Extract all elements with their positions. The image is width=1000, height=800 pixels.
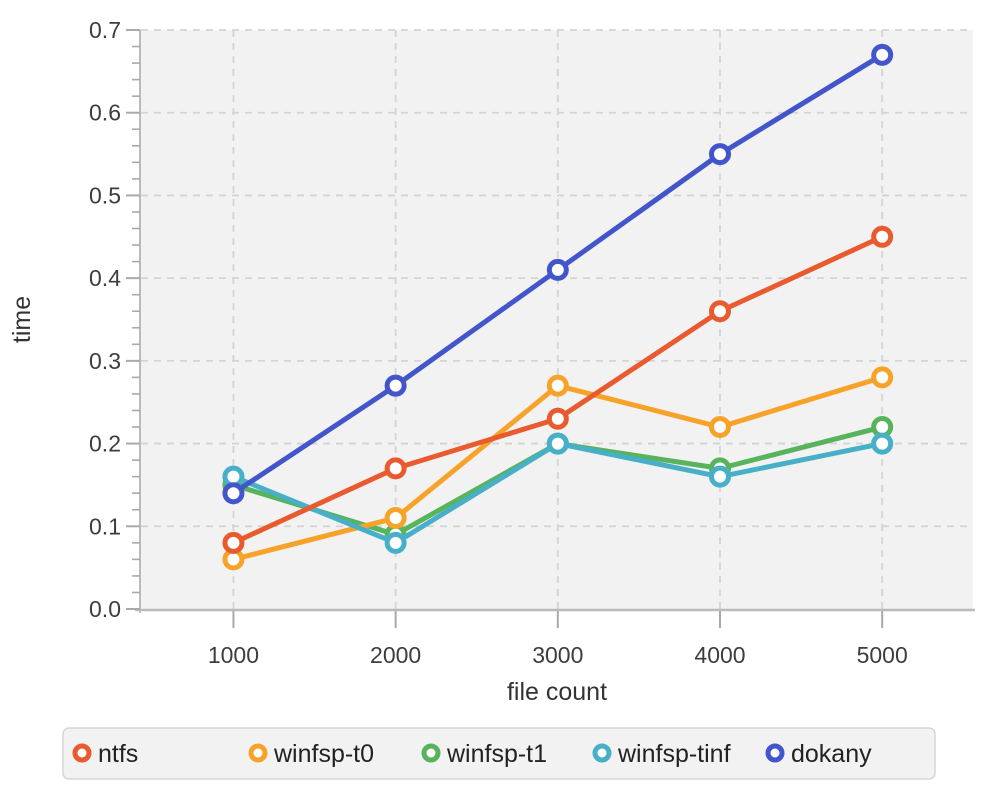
y-tick-label-0.1: 0.1 xyxy=(89,513,121,539)
y-tick-label-0.2: 0.2 xyxy=(89,431,121,457)
y-tick-label-0.6: 0.6 xyxy=(89,100,121,126)
legend-item-ntfs: ntfs xyxy=(72,740,138,768)
x-tick-label-3000: 3000 xyxy=(532,642,583,668)
x-tick-label-2000: 2000 xyxy=(370,642,421,668)
marker-winfsp-t0-4000 xyxy=(708,416,731,439)
marker-ntfs-1000 xyxy=(222,531,245,554)
legend-label-dokany: dokany xyxy=(791,740,872,768)
legend-label-winfsp-t1: winfsp-t1 xyxy=(446,740,547,768)
x-axis-title: file count xyxy=(507,678,607,706)
series-winfsp-tinf xyxy=(222,432,894,554)
marker-winfsp-t0-3000 xyxy=(546,374,569,397)
marker-dokany-2000 xyxy=(384,374,407,397)
legend-label-winfsp-tinf: winfsp-tinf xyxy=(617,740,731,768)
y-tick-label-0.3: 0.3 xyxy=(89,348,121,374)
marker-ntfs-5000 xyxy=(871,225,894,248)
y-tick-label-0.7: 0.7 xyxy=(89,17,121,43)
legend-box xyxy=(62,727,936,780)
marker-ntfs-4000 xyxy=(708,300,731,323)
marker-dokany-5000 xyxy=(871,43,894,66)
legend-label-winfsp-t0: winfsp-t0 xyxy=(273,740,374,768)
x-tick-label-5000: 5000 xyxy=(857,642,908,668)
legend-item-winfsp-tinf: winfsp-tinf xyxy=(592,740,731,768)
series-winfsp-t0 xyxy=(222,366,894,571)
marker-winfsp-t0-2000 xyxy=(384,507,407,530)
legend: ntfs winfsp-t0 winfsp-t1 winfsp-tinf dokany xyxy=(62,727,936,780)
marker-ntfs-3000 xyxy=(546,407,569,430)
series-ntfs xyxy=(222,225,894,554)
legend-marker-dokany xyxy=(765,743,785,763)
legend-item-winfsp-t1: winfsp-t1 xyxy=(421,740,547,768)
legend-item-dokany: dokany xyxy=(765,740,872,768)
legend-marker-ntfs xyxy=(72,743,92,763)
marker-winfsp-t0-5000 xyxy=(871,366,894,389)
marker-dokany-4000 xyxy=(708,143,731,166)
series-dokany xyxy=(222,43,894,505)
marker-ntfs-2000 xyxy=(384,457,407,480)
y-tick-label-0.0: 0.0 xyxy=(89,596,121,622)
marker-winfsp-tinf-3000 xyxy=(546,432,569,455)
legend-item-winfsp-t0: winfsp-t0 xyxy=(248,740,374,768)
legend-label-ntfs: ntfs xyxy=(98,740,138,768)
y-axis-title: time xyxy=(8,296,36,343)
y-tick-label-0.4: 0.4 xyxy=(89,265,121,291)
marker-winfsp-tinf-5000 xyxy=(871,432,894,455)
x-tick-label-1000: 1000 xyxy=(208,642,259,668)
marker-winfsp-tinf-4000 xyxy=(708,465,731,488)
legend-marker-winfsp-tinf xyxy=(592,743,612,763)
legend-marker-winfsp-t1 xyxy=(421,743,441,763)
x-tick-label-4000: 4000 xyxy=(694,642,745,668)
marker-dokany-3000 xyxy=(546,258,569,281)
legend-marker-winfsp-t0 xyxy=(248,743,268,763)
marker-winfsp-tinf-2000 xyxy=(384,531,407,554)
marker-dokany-1000 xyxy=(222,482,245,505)
y-tick-label-0.5: 0.5 xyxy=(89,182,121,208)
